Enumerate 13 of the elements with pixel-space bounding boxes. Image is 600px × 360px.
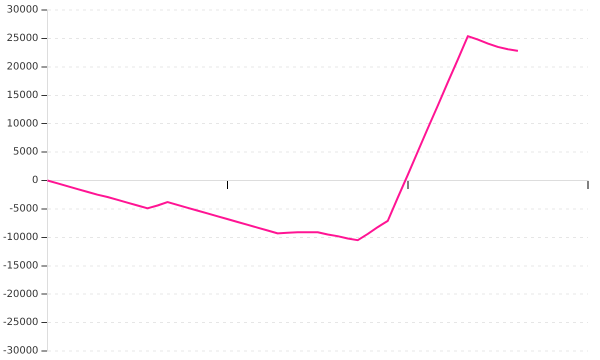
y-tick-label: 30000 [6,4,38,16]
y-tick-label: 5000 [12,146,38,158]
y-tick-label: -5000 [9,204,38,215]
y-tick-label: -25000 [3,317,38,328]
y-tick-label: 20000 [6,61,38,72]
y-tick-label: 0 [32,175,38,186]
y-tick-label: -20000 [3,288,38,300]
y-tick-label: 25000 [6,33,38,44]
y-tick-label: -15000 [3,260,38,272]
y-tick-label: -10000 [3,232,38,243]
y-tick-label: 10000 [6,118,38,130]
y-tick-label: 15000 [6,90,38,101]
y-tick-label: -30000 [3,346,38,357]
